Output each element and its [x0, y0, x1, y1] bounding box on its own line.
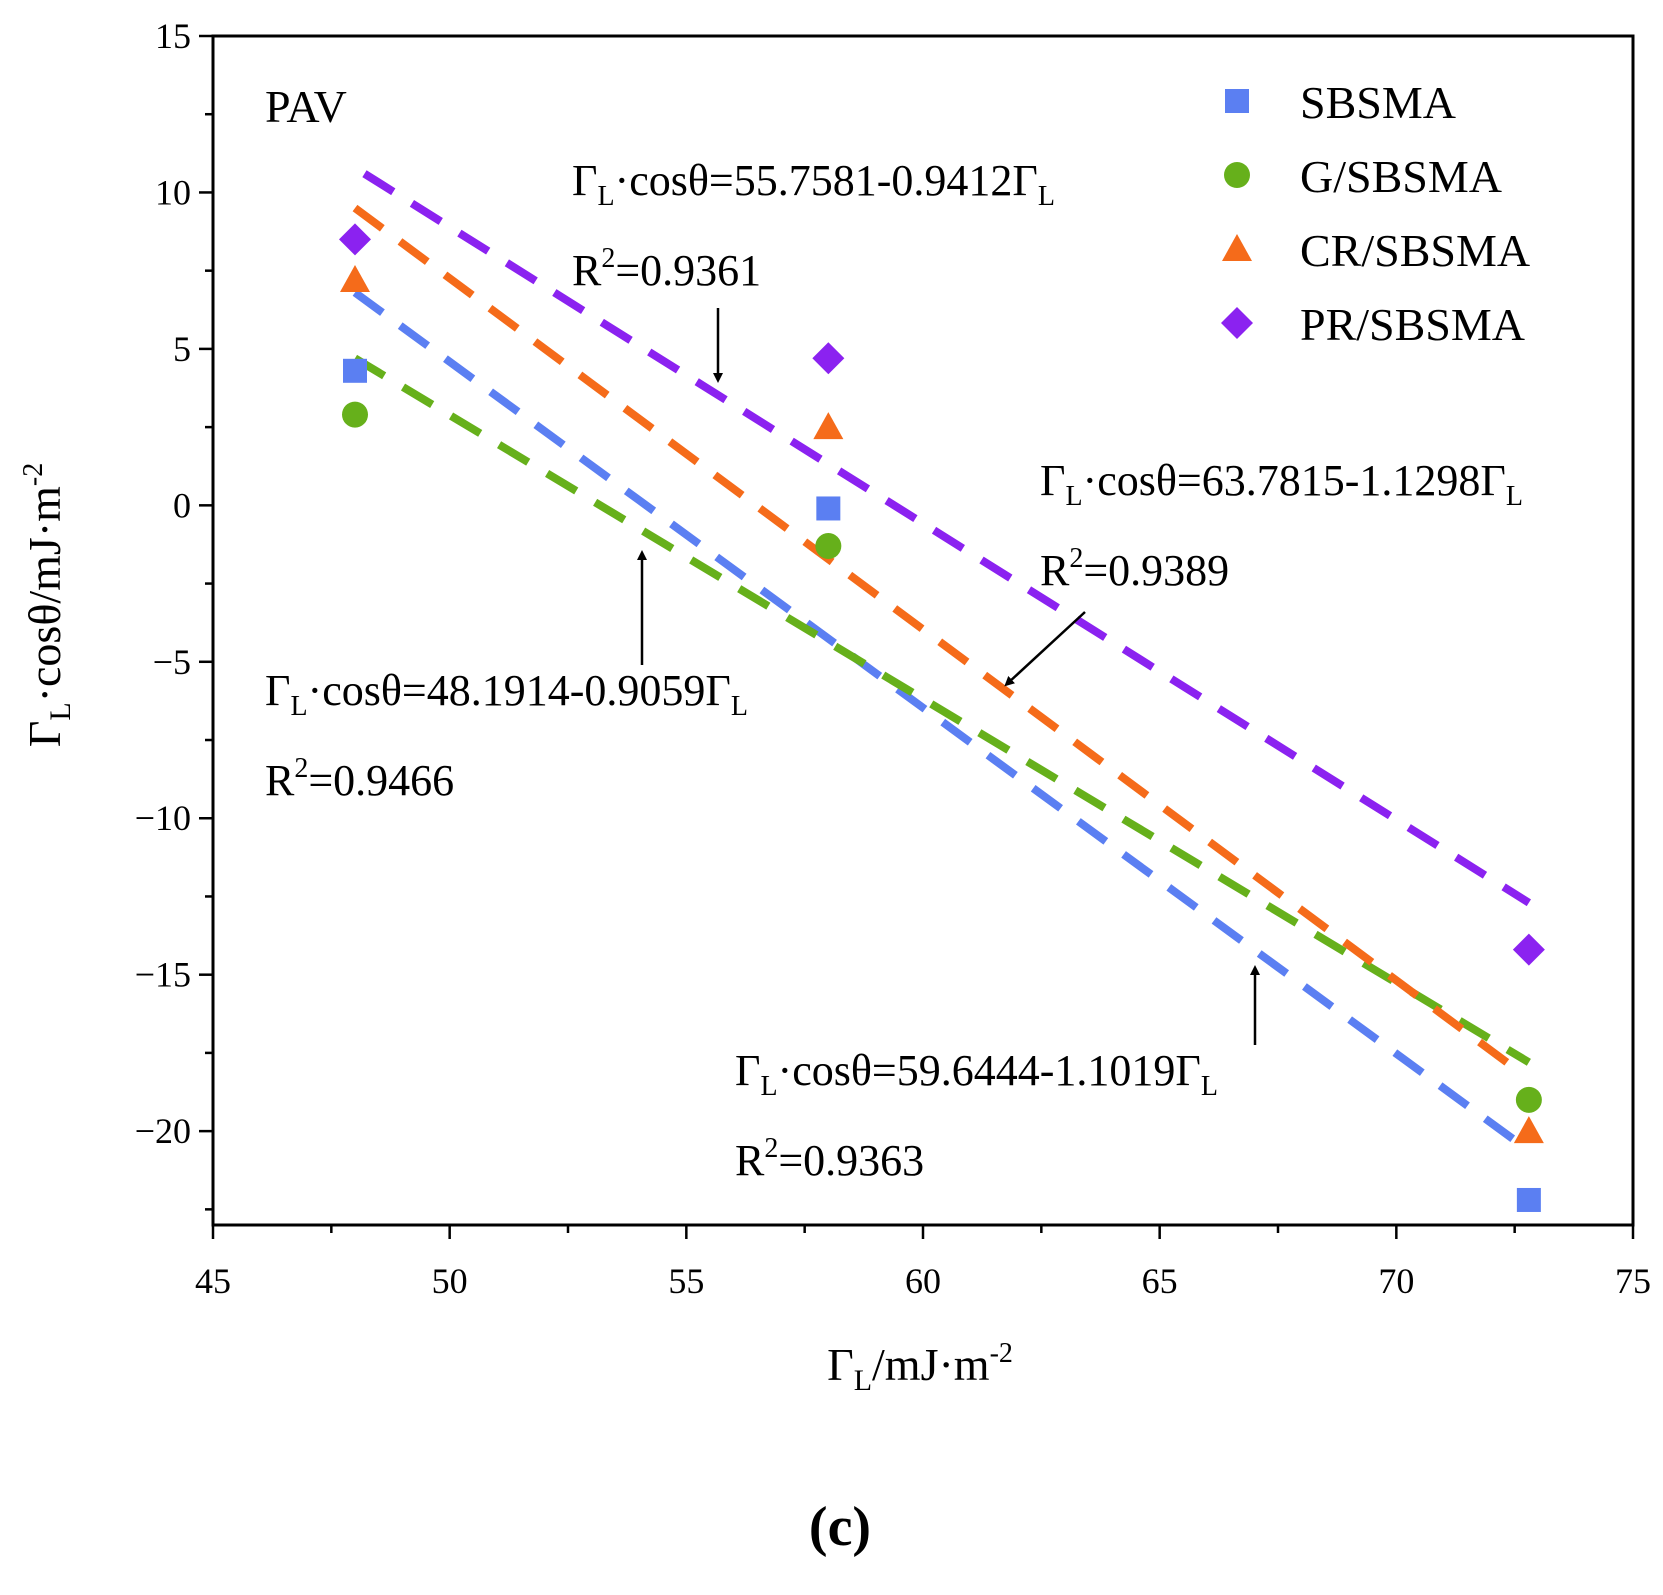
y-tick-label: 0 — [173, 485, 191, 525]
data-point-cr-sbsma — [1513, 1116, 1544, 1144]
fit-line-cr-sbsma — [352, 204, 1522, 1075]
x-axis-title-rest: /mJ·m — [872, 1339, 990, 1390]
legend-label: G/SBSMA — [1300, 151, 1502, 202]
svg-text:R2=0.9389: R2=0.9389 — [1040, 543, 1229, 595]
annotation-text: Γ — [1040, 456, 1065, 505]
svg-text:R2=0.9361: R2=0.9361 — [572, 243, 761, 295]
annotation-text: Γ — [265, 666, 290, 715]
annotation-text: R — [265, 756, 295, 805]
data-point-g-sbsma — [815, 533, 842, 560]
legend-label: SBSMA — [1300, 77, 1456, 128]
data-point-sbsma — [816, 496, 841, 521]
y-tick-label: 15 — [155, 16, 191, 56]
svg-text:R2=0.9363: R2=0.9363 — [735, 1133, 924, 1185]
x-axis-title-sup: -2 — [990, 1338, 1013, 1369]
svg-text:ΓL·cosθ=48.1914-0.9059ΓL: ΓL·cosθ=48.1914-0.9059ΓL — [265, 666, 748, 722]
x-tick-labels: 45 50 55 60 65 70 75 — [195, 1261, 1651, 1301]
data-point-pr-sbsma — [812, 342, 845, 375]
annotation-text: L — [1506, 481, 1523, 512]
x-axis-title-sub: L — [854, 1364, 872, 1397]
annotation-text: L — [290, 691, 307, 722]
data-point-sbsma — [1516, 1187, 1541, 1212]
y-tick-label: −5 — [153, 642, 191, 682]
svg-text:R2=0.9466: R2=0.9466 — [265, 753, 454, 805]
annotation-text: L — [731, 691, 748, 722]
data-points — [339, 223, 1545, 1212]
annotation-text: ·cosθ=48.1914-0.9059Γ — [308, 666, 731, 715]
svg-text:ΓL·cosθ=59.6444-1.1019ΓL: ΓL·cosθ=59.6444-1.1019ΓL — [735, 1046, 1218, 1102]
x-tick-label: 45 — [195, 1261, 231, 1301]
y-axis-title-rest: ·cosθ/mJ·m — [19, 486, 70, 702]
annotation-text: =0.9389 — [1083, 546, 1229, 595]
annotation-text: 2 — [601, 243, 615, 274]
fit-line-pr-sbsma — [362, 170, 1531, 907]
annotation-text: Γ — [735, 1046, 760, 1095]
axis-ticks — [199, 34, 1635, 1239]
data-point-cr-sbsma — [340, 265, 370, 293]
data-point-g-sbsma — [342, 401, 368, 428]
legend-label: PR/SBSMA — [1300, 299, 1525, 350]
data-point-cr-sbsma — [813, 412, 844, 440]
annotation-text: R — [1040, 546, 1070, 595]
y-tick-label: −10 — [135, 798, 191, 838]
annotation-text: L — [1038, 181, 1055, 212]
legend: SBSMA G/SBSMA CR/SBSMA PR/SBSMA — [1221, 77, 1530, 350]
x-axis-title-base: Γ — [827, 1339, 854, 1390]
y-tick-label: 10 — [155, 172, 191, 212]
y-tick-label: −20 — [135, 1111, 191, 1151]
annotation-text: ·cosθ=63.7815-1.1298Γ — [1083, 456, 1506, 505]
annotation-text: Γ — [572, 156, 597, 205]
legend-marker — [1225, 89, 1249, 113]
annotation-text: R — [572, 246, 602, 295]
legend-marker — [1222, 234, 1252, 261]
y-tick-label: −15 — [135, 955, 191, 995]
fit-line-sbsma — [352, 289, 1522, 1147]
x-axis-title: ΓL/mJ·m-2 — [827, 1338, 1013, 1397]
annotation-text: =0.9466 — [308, 756, 454, 805]
annotation-text: =0.9363 — [778, 1136, 924, 1185]
y-axis-title-base: Γ — [19, 721, 70, 748]
annotation-text: 2 — [1069, 543, 1083, 574]
data-point-pr-sbsma — [1512, 933, 1545, 966]
annotation-arrow-cr — [1004, 611, 1086, 687]
y-axis-title: ΓL·cosθ/mJ·m-2 — [18, 463, 77, 747]
y-tick-label: 5 — [173, 329, 191, 369]
annotation-text: =0.9361 — [615, 246, 761, 295]
svg-text:ΓL·cosθ=63.7815-1.1298ΓL: ΓL·cosθ=63.7815-1.1298ΓL — [1040, 456, 1523, 512]
x-tick-label: 50 — [432, 1261, 468, 1301]
annotation-text: L — [597, 181, 614, 212]
legend-label: CR/SBSMA — [1300, 225, 1530, 276]
x-tick-label: 55 — [668, 1261, 704, 1301]
y-axis-title-sub: L — [44, 702, 77, 720]
x-tick-label: 75 — [1615, 1261, 1651, 1301]
fit-lines — [352, 170, 1531, 1147]
x-tick-label: 60 — [905, 1261, 941, 1301]
fit-annotation-pr: ΓL·cosθ=55.7581-0.9412ΓL R2=0.9361 — [572, 156, 1055, 295]
annotation-text: 2 — [764, 1133, 778, 1164]
annotation-text: L — [1201, 1071, 1218, 1102]
x-tick-label: 70 — [1378, 1261, 1414, 1301]
svg-text:ΓL·cosθ=55.7581-0.9412ΓL: ΓL·cosθ=55.7581-0.9412ΓL — [572, 156, 1055, 212]
y-tick-labels: 15 10 5 0 −5 −10 −15 −20 — [135, 16, 191, 1151]
y-axis-title-sup: -2 — [18, 463, 49, 486]
fit-annotation-g: ΓL·cosθ=48.1914-0.9059ΓL R2=0.9466 — [265, 666, 748, 805]
annotation-text: L — [760, 1071, 777, 1102]
data-point-pr-sbsma — [339, 223, 371, 256]
legend-marker — [1224, 162, 1250, 188]
fit-annotation-cr: ΓL·cosθ=63.7815-1.1298ΓL R2=0.9389 — [1040, 456, 1523, 595]
panel-tag: PAV — [265, 81, 347, 132]
subfigure-label: (c) — [809, 1496, 871, 1558]
annotation-text: L — [1065, 481, 1082, 512]
annotation-text: 2 — [294, 753, 308, 784]
data-point-sbsma — [343, 358, 367, 383]
annotation-text: ·cosθ=55.7581-0.9412Γ — [615, 156, 1038, 205]
fit-annotation-sbsma: ΓL·cosθ=59.6444-1.1019ΓL R2=0.9363 — [735, 1046, 1218, 1185]
data-point-g-sbsma — [1515, 1086, 1542, 1113]
legend-marker — [1221, 307, 1253, 339]
annotation-text: R — [735, 1136, 765, 1185]
fit-line-g-sbsma — [352, 354, 1531, 1066]
x-tick-label: 65 — [1142, 1261, 1178, 1301]
annotation-text: ·cosθ=59.6444-1.1019Γ — [778, 1046, 1201, 1095]
